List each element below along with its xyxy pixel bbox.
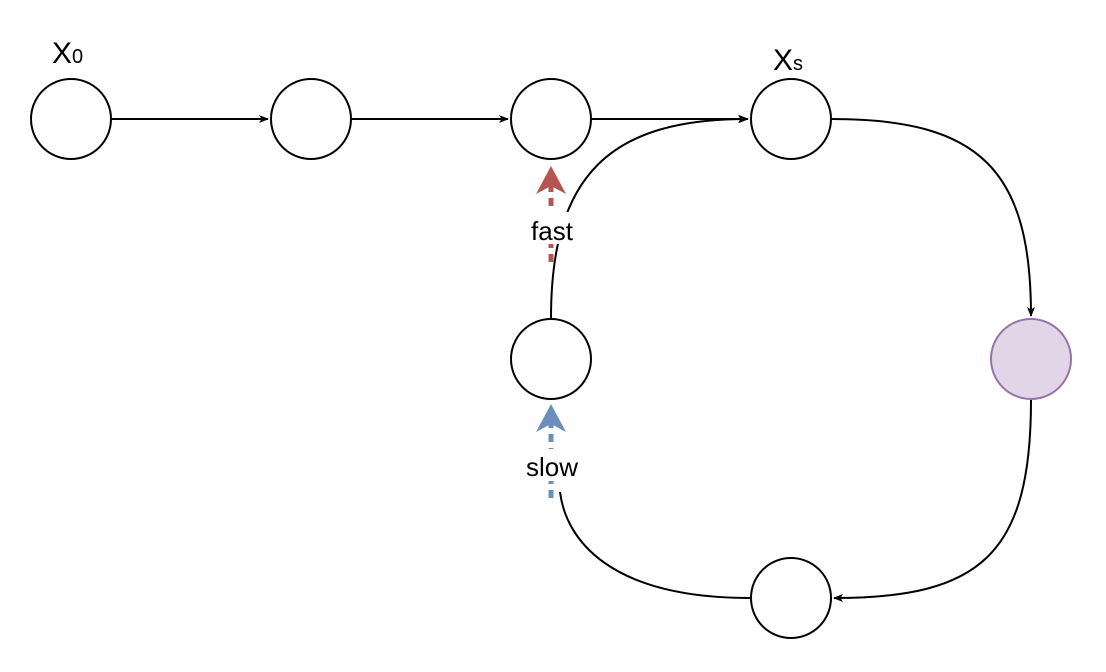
slow-arrow-head (536, 404, 566, 432)
node-highlighted (990, 318, 1072, 400)
node-xs (750, 78, 832, 160)
node-bottom (750, 557, 832, 639)
xs-label: Xs (773, 44, 803, 77)
slow-label-bg (519, 449, 585, 481)
node-left (510, 318, 592, 400)
node-2 (270, 78, 352, 160)
fast-label: fast (531, 216, 574, 246)
node-x0 (30, 78, 112, 160)
node-3 (510, 78, 592, 160)
edge-bottom-left (559, 491, 751, 599)
slow-pointer: slow (519, 404, 585, 498)
edge-xs-purple (831, 118, 1035, 317)
slow-label: slow (526, 452, 578, 482)
edge-purple-bottom (833, 399, 1032, 602)
x0-label: X0 (52, 37, 83, 70)
fast-arrow-head (536, 166, 566, 194)
fast-label-bg (524, 212, 580, 244)
edge-left-xs (550, 115, 748, 319)
fast-pointer: fast (524, 166, 580, 262)
